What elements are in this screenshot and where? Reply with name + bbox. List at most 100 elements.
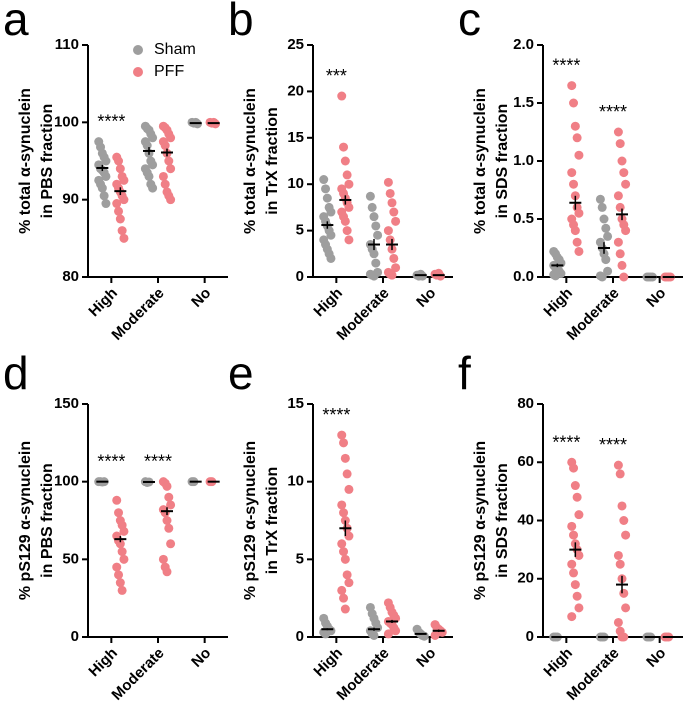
data-point [160,141,170,151]
data-point [339,593,349,603]
panel: a % total α-synuclein in PBS fraction 80 90 1… [3,0,228,344]
legend-marker [133,45,143,55]
y-tick-label: 80 [62,268,79,285]
data-point [112,495,122,505]
y-axis-label: % total α-synuclein [472,88,489,234]
data-point [371,221,381,231]
data-point [339,438,349,448]
data-point [373,230,383,240]
y-axis-label: % total α-synuclein [17,88,34,234]
panel-label: c [458,0,481,45]
x-tick-label: No [643,285,669,311]
data-point [569,463,579,473]
data-point [342,226,352,236]
data-point [570,580,580,590]
data-point [326,230,336,240]
x-tick-label: No [188,285,214,311]
data-point [369,271,379,281]
data-point [574,246,584,256]
data-point [160,508,170,518]
data-point [166,500,176,510]
data-point [119,554,129,564]
data-point [613,617,623,627]
data-point [112,199,122,209]
data-point [567,81,577,91]
data-point [119,233,129,243]
y-tick-label: 0 [526,628,534,645]
data-point [371,258,381,268]
data-point [619,588,629,598]
data-point [148,133,158,143]
data-point [572,133,582,143]
data-point [337,500,347,510]
data-point [344,235,354,245]
significance: *** [326,66,347,86]
y-axis-label: in PBS fraction [39,463,56,578]
data-point [597,272,607,282]
data-point [115,578,125,588]
data-point [385,188,395,198]
data-point [115,214,125,224]
data-point [337,430,347,440]
data-point [340,554,350,564]
data-point [160,179,170,189]
data-point [391,216,401,226]
data-point [164,523,174,533]
data-point [570,481,580,491]
data-point [613,550,623,560]
data-point [326,207,336,217]
data-point [162,516,172,525]
panel: e % pS129 α-synuclein in TrX fraction 0 5 10 1… [228,347,453,704]
y-tick-label: 10 [287,473,304,490]
data-point [574,550,584,560]
data-point [166,195,176,205]
data-point [603,231,613,241]
data-point [613,191,623,201]
data-point [344,202,354,212]
y-tick-label: 0 [296,268,304,285]
panel: c % total α-synuclein in SDS fraction 0.0 0.… [458,0,683,344]
y-tick-label: 90 [62,191,79,208]
y-tick-label: 25 [287,36,304,53]
x-tick-label: High [540,285,576,321]
data-point [603,266,613,276]
data-point [574,603,584,613]
data-point [101,199,111,209]
data-point [574,150,584,160]
x-tick-label: High [310,645,346,681]
data-point [613,127,623,137]
data-point [621,179,631,189]
y-tick-label: 80 [517,395,534,412]
data-point [613,460,623,470]
y-axis-label: in SDS fraction [494,463,511,578]
data-point [117,547,127,557]
data-point [114,156,124,166]
significance: **** [144,452,172,472]
data-point [162,567,172,577]
data-point [615,139,625,149]
panel-label: b [228,0,254,45]
data-point [142,141,152,151]
data-point [569,98,579,108]
data-point [572,591,582,601]
data-point [164,492,174,502]
data-point [319,175,329,185]
x-tick-label: High [310,285,346,321]
data-point [369,212,379,222]
data-point [567,168,577,178]
data-point [619,272,629,282]
data-point [383,629,393,639]
data-point [326,253,336,263]
y-axis-label: % pS129 α-synuclein [472,441,489,600]
data-point [615,249,625,259]
y-tick-label: 110 [55,36,79,53]
y-axis-label: in TrX fraction [264,107,281,215]
data-point [369,249,379,259]
y-tick-label: 15 [287,395,304,412]
data-point [572,492,582,502]
data-point [570,121,580,131]
data-point [117,585,127,595]
y-tick-label: 10 [287,175,304,192]
data-point [367,202,377,212]
